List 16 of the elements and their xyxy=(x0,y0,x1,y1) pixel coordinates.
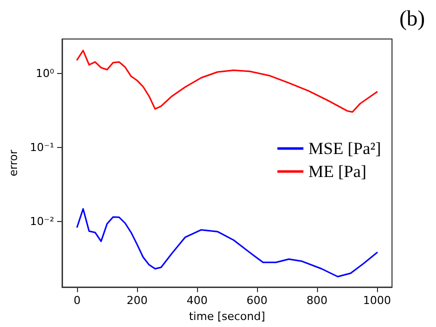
x-tick-label: 1000 xyxy=(363,294,392,308)
legend-label: MSE [Pa²] xyxy=(308,139,381,158)
x-tick-label: 600 xyxy=(246,294,268,308)
line-series xyxy=(76,208,378,278)
text: (b) xyxy=(399,6,426,30)
x-tick-label: 800 xyxy=(306,294,328,308)
y-tick-label: 10⁻² xyxy=(30,214,54,228)
x-tick-label: 200 xyxy=(126,294,148,308)
x-tick-label: 400 xyxy=(186,294,208,308)
x-tick-label: 0 xyxy=(74,294,81,308)
y-axis-title: error xyxy=(7,149,20,176)
legend-label: ME [Pa] xyxy=(308,162,366,181)
line-series xyxy=(76,50,378,113)
x-axis-title: time [second] xyxy=(188,310,266,323)
y-tick-label: 10⁻¹ xyxy=(30,140,54,154)
y-tick-label: 10⁰ xyxy=(36,66,55,80)
